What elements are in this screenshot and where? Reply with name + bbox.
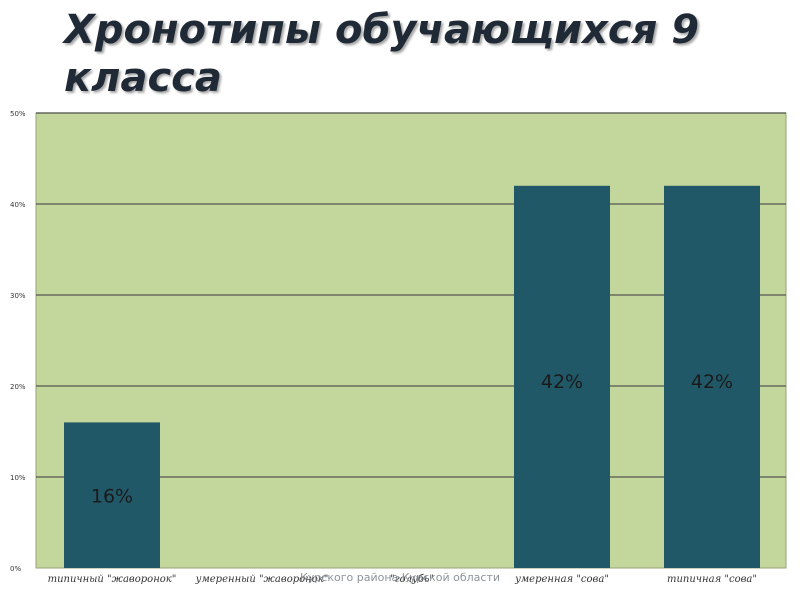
page-title-line-2: класса: [64, 55, 222, 101]
page-title: Хронотипы обучающихся 9 класса: [64, 6, 764, 102]
y-tick-label: 50%: [10, 110, 26, 118]
bar: [664, 185, 760, 569]
y-tick-label: 20%: [10, 383, 26, 391]
x-tick-label: типичный "жаворонок": [48, 574, 177, 585]
y-tick-label: 10%: [10, 474, 26, 482]
x-tick-label: "голубь": [390, 574, 434, 585]
x-tick-label: типичная "сова": [667, 574, 757, 585]
y-tick-label: 30%: [10, 292, 26, 300]
page-title-line-1: Хронотипы обучающихся 9: [64, 7, 700, 53]
x-tick-label: умеренная "сова": [514, 574, 609, 585]
footer-note: Курского района Курской области: [300, 571, 501, 584]
data-label: 16%: [91, 485, 133, 507]
y-tick-label: 40%: [10, 201, 26, 209]
y-tick-label: 0%: [10, 565, 21, 573]
bar: [514, 185, 610, 569]
data-label: 42%: [541, 371, 583, 393]
plot-area: [35, 112, 787, 569]
x-tick-label: умеренный "жаворонок": [195, 574, 329, 585]
data-label: 42%: [691, 371, 733, 393]
bar: [64, 422, 160, 568]
